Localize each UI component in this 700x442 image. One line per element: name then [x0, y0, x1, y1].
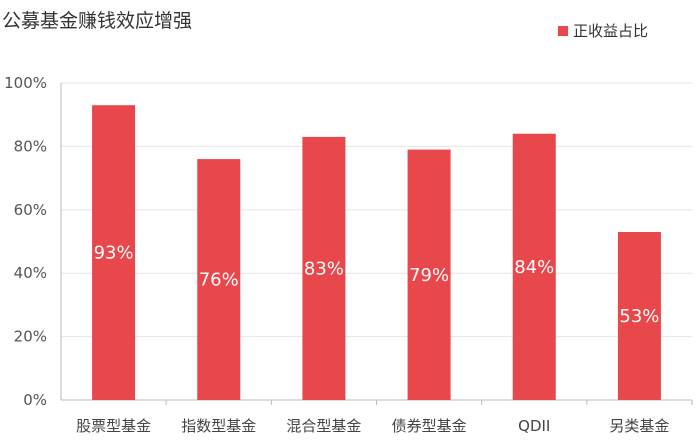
x-tick-label: 混合型基金 [286, 417, 361, 435]
data-label: 53% [619, 306, 659, 327]
data-label: 93% [94, 243, 134, 264]
bar [302, 136, 346, 400]
bar [512, 133, 556, 400]
x-tick-label: 股票型基金 [76, 417, 151, 435]
bars: 93% 76% 83% 79% 84% 53% [92, 105, 661, 400]
x-tick-label: 另类基金 [609, 417, 669, 435]
bar [197, 159, 241, 400]
x-tick-label: 债券型基金 [392, 417, 467, 435]
chart-title: 公募基金赚钱效应增强 [2, 10, 193, 32]
y-tick-label: 60% [14, 201, 47, 219]
y-tick-label: 0% [23, 391, 47, 409]
data-label: 76% [199, 270, 239, 291]
grid-lines [60, 82, 692, 401]
legend: 正收益占比 [558, 22, 648, 40]
legend-label: 正收益占比 [573, 22, 648, 40]
y-tick-label: 20% [14, 328, 47, 346]
data-label: 79% [409, 265, 449, 286]
x-axis-ticks: 股票型基金 指数型基金 混合型基金 债券型基金 QDII 另类基金 [76, 400, 693, 435]
bar [617, 231, 661, 400]
y-axis-ticks: 0% 20% 40% 60% 80% 100% [4, 74, 47, 409]
y-tick-label: 40% [14, 264, 47, 282]
bar [407, 149, 451, 400]
x-tick-label: QDII [518, 417, 550, 435]
y-tick-label: 100% [4, 74, 47, 92]
legend-swatch [558, 26, 568, 36]
y-tick-label: 80% [14, 137, 47, 155]
x-tick-label: 指数型基金 [181, 417, 256, 435]
bar [92, 105, 136, 400]
data-label: 83% [304, 258, 344, 279]
data-label: 84% [514, 257, 554, 278]
